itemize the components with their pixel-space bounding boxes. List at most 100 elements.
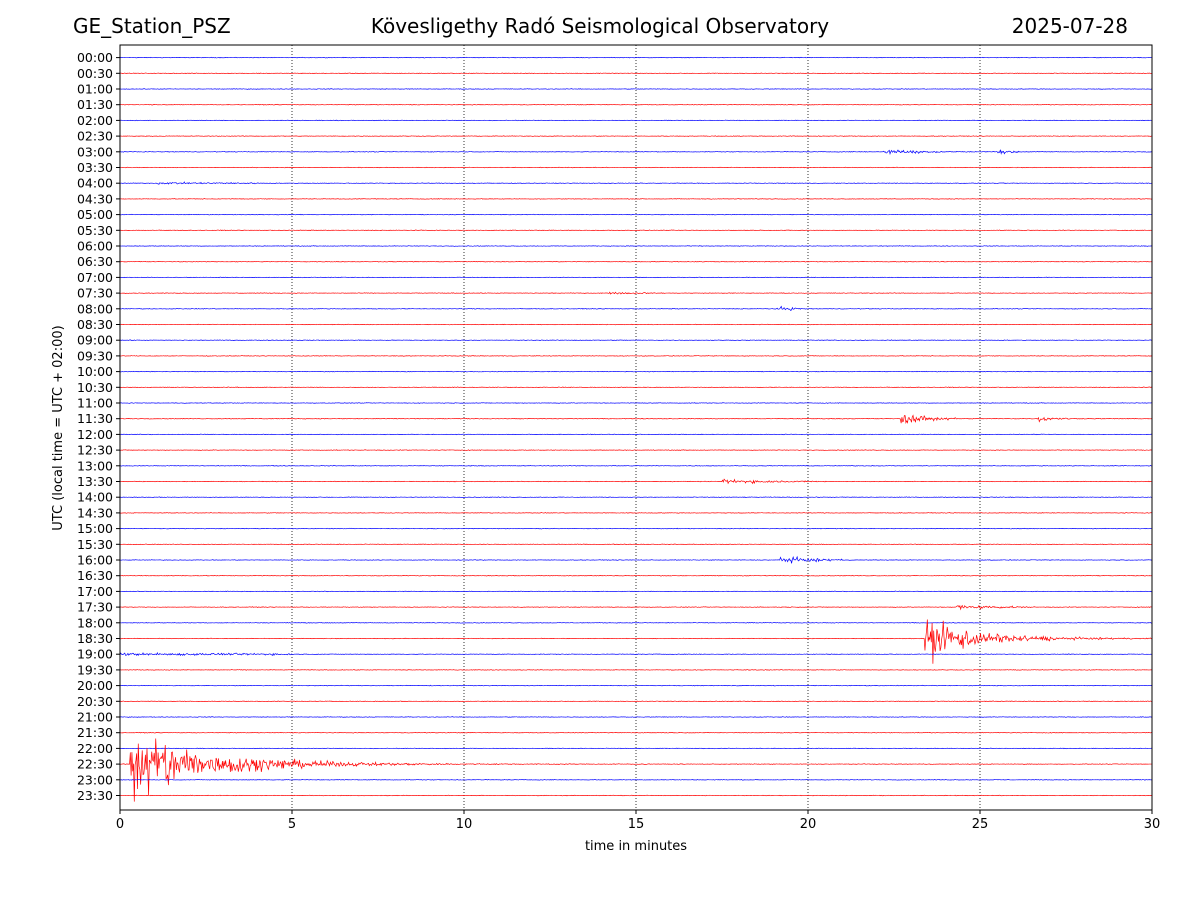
trace-0300: [120, 149, 1152, 155]
trace-1400: [120, 496, 1152, 498]
trace-0630: [120, 260, 1152, 263]
row-label: 16:30: [77, 568, 113, 583]
trace-1130: [120, 414, 1152, 424]
station-name: GE_Station_PSZ: [73, 14, 231, 38]
row-label: 14:30: [77, 505, 113, 520]
chart-title: Kövesligethy Radó Seismological Observat…: [370, 14, 830, 38]
row-label: 07:00: [77, 270, 113, 285]
row-label: 22:00: [77, 741, 113, 756]
trace-0230: [120, 135, 1152, 137]
row-label: 20:00: [77, 678, 113, 693]
row-label: 11:30: [77, 411, 113, 426]
trace-1800: [120, 622, 1152, 624]
row-label: 01:30: [77, 97, 113, 112]
trace-0030: [120, 72, 1152, 75]
trace-2000: [120, 684, 1152, 687]
row-label: 23:30: [77, 788, 113, 803]
trace-1030: [120, 386, 1152, 389]
trace-0000: [120, 56, 1152, 59]
x-tick-label: 10: [456, 817, 473, 832]
row-label: 16:00: [77, 553, 113, 568]
row-label: 06:30: [77, 254, 113, 269]
row-label: 00:00: [77, 50, 113, 65]
row-label: 13:00: [77, 458, 113, 473]
row-label: 03:30: [77, 160, 113, 175]
row-label: 18:30: [77, 631, 113, 646]
trace-0430: [120, 198, 1152, 200]
row-label: 22:30: [77, 757, 113, 772]
x-tick-label: 25: [972, 817, 989, 832]
trace-0800: [120, 305, 1152, 312]
trace-1430: [120, 512, 1152, 514]
x-axis-label: time in minutes: [585, 839, 687, 854]
trace-0100: [120, 88, 1152, 90]
row-label: 19:30: [77, 662, 113, 677]
trace-2330: [120, 794, 1152, 797]
row-label: 17:00: [77, 584, 113, 599]
row-label: 23:00: [77, 772, 113, 787]
trace-1000: [120, 370, 1152, 373]
trace-2030: [120, 700, 1152, 703]
row-label: 13:30: [77, 474, 113, 489]
trace-1530: [120, 543, 1152, 546]
trace-1900: [120, 651, 1152, 657]
row-label: 08:00: [77, 301, 113, 316]
row-label: 03:00: [77, 144, 113, 159]
row-label: 00:30: [77, 66, 113, 81]
row-label: 08:30: [77, 317, 113, 332]
row-label: 05:00: [77, 207, 113, 222]
trace-2200: [120, 747, 1152, 750]
trace-2100: [120, 716, 1152, 718]
vertical-gridlines: [291, 45, 981, 810]
trace-1830: [120, 619, 1152, 664]
row-label: 06:00: [77, 239, 113, 254]
row-label: 12:00: [77, 427, 113, 442]
row-label: 12:30: [77, 443, 113, 458]
row-label: 20:30: [77, 694, 113, 709]
x-tick-label: 20: [800, 817, 817, 832]
trace-0530: [120, 229, 1152, 232]
seismic-traces: [120, 56, 1152, 802]
trace-0330: [120, 166, 1152, 169]
row-label: 21:30: [77, 725, 113, 740]
x-tick-label: 5: [288, 817, 296, 832]
trace-1700: [120, 590, 1152, 593]
x-tick-label: 30: [1144, 817, 1161, 832]
trace-0130: [120, 103, 1152, 106]
trace-0730: [120, 291, 1152, 295]
trace-1630: [120, 574, 1152, 577]
row-label: 10:00: [77, 364, 113, 379]
trace-0930: [120, 355, 1152, 357]
row-label: 17:30: [77, 600, 113, 615]
x-axis-ticks: 0 5 10 15 20 25 30: [116, 810, 1160, 832]
row-label: 02:00: [77, 113, 113, 128]
row-label: 04:30: [77, 191, 113, 206]
trace-1730: [120, 604, 1152, 611]
x-tick-label: 0: [116, 817, 124, 832]
row-label: 01:00: [77, 82, 113, 97]
y-axis-label: UTC (local time = UTC + 02:00): [51, 325, 66, 530]
trace-2300: [120, 779, 1152, 781]
trace-0900: [120, 339, 1152, 341]
trace-2230: [120, 738, 1152, 802]
trace-1330: [120, 478, 1152, 485]
trace-1930: [120, 669, 1152, 671]
row-label: 15:00: [77, 521, 113, 536]
row-labels: 00:0000:3001:0001:3002:0002:3003:0003:30…: [77, 50, 120, 803]
trace-1600: [120, 555, 1152, 564]
trace-1500: [120, 527, 1152, 530]
chart-date: 2025-07-28: [1011, 14, 1128, 38]
row-label: 05:30: [77, 223, 113, 238]
trace-1200: [120, 433, 1152, 436]
trace-1300: [120, 465, 1152, 467]
trace-0200: [120, 119, 1152, 122]
row-label: 18:00: [77, 615, 113, 630]
trace-0500: [120, 213, 1152, 216]
trace-2130: [120, 731, 1152, 734]
trace-0600: [120, 245, 1152, 247]
trace-1230: [120, 449, 1152, 451]
x-tick-label: 15: [628, 817, 645, 832]
row-label: 15:30: [77, 537, 113, 552]
trace-1100: [120, 402, 1152, 404]
